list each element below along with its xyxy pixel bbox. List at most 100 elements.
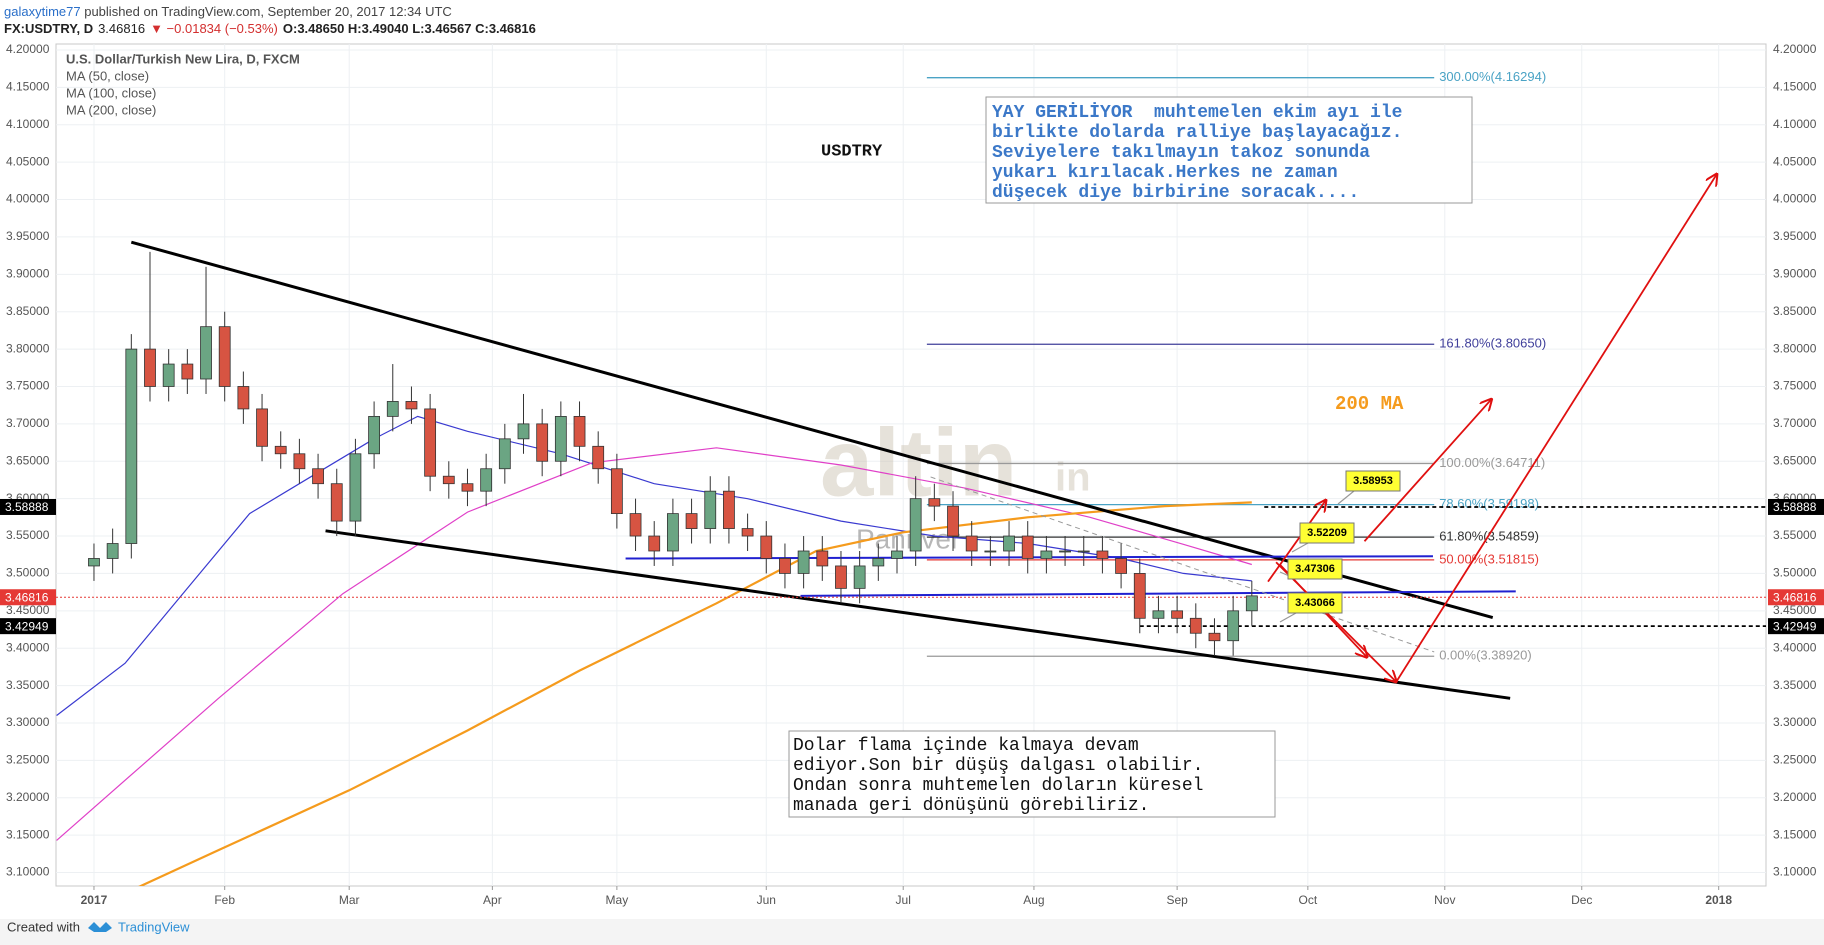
legend-entry: MA (50, close) [66, 68, 149, 83]
y-tick-label: 4.05000 [6, 154, 50, 168]
note-box [985, 96, 1473, 204]
header-line-2: FX:USDTRY, D 3.46816 ▼ −0.01834 (−0.53%) O:… [4, 21, 536, 36]
price-tag-label: 3.58888 [1773, 500, 1817, 514]
candle-body [965, 535, 978, 552]
callout-pointer [1279, 612, 1297, 623]
x-tick-label: Sep [1166, 893, 1188, 907]
header-line-1: galaxytime77 published on TradingView.co… [4, 4, 452, 19]
note-line: manada geri dönüşünü görebiliriz. [793, 796, 1149, 816]
x-tick-label: May [606, 893, 629, 907]
candle-body [1021, 535, 1034, 559]
candle-body [629, 513, 642, 537]
callout-box [1287, 558, 1343, 580]
candle-body [1040, 550, 1053, 559]
y-tick-label-right: 3.30000 [1773, 715, 1817, 729]
candle-body [666, 513, 679, 552]
x-tick-label: Oct [1299, 893, 1318, 907]
y-tick-label-right: 3.80000 [1773, 341, 1817, 355]
callout-label: 3.58953 [1353, 475, 1393, 487]
candle-body [1245, 595, 1258, 612]
candle-body [648, 535, 661, 552]
y-tick-label: 3.30000 [6, 715, 50, 729]
candle-body [181, 363, 194, 380]
y-tick-label-right: 3.15000 [1773, 827, 1817, 841]
legend-entry: MA (200, close) [66, 102, 156, 117]
trend-line [930, 476, 1435, 653]
price-tag [0, 589, 56, 606]
candle-body [1096, 550, 1109, 559]
y-tick-label: 3.45000 [6, 603, 50, 617]
y-tick-label-right: 4.00000 [1773, 192, 1817, 206]
y-tick-label-right: 3.90000 [1773, 266, 1817, 280]
y-tick-label: 3.80000 [6, 341, 50, 355]
footer-bar [0, 919, 1824, 945]
candle-body [1227, 610, 1240, 642]
author[interactable]: galaxytime77 [4, 4, 81, 19]
candle-body [741, 528, 754, 537]
trend-line [800, 590, 1516, 597]
arrow [1275, 561, 1396, 682]
callout-label: 3.52209 [1307, 527, 1347, 539]
candle-body [536, 423, 549, 462]
candle-body [218, 326, 231, 387]
candle-body [256, 408, 268, 447]
candle-body [106, 543, 119, 559]
candle-body [461, 483, 474, 492]
x-tick-label: Feb [214, 893, 235, 907]
price-tag-label: 3.58888 [5, 500, 49, 514]
candle-body [816, 550, 829, 567]
candle-body [517, 423, 530, 440]
candle-body [498, 438, 511, 470]
candle-body [554, 415, 567, 462]
footer-brand[interactable]: TradingView [118, 919, 190, 934]
candle-body [928, 498, 941, 507]
watermark: in [1055, 456, 1091, 500]
y-tick-label-right: 3.45000 [1773, 603, 1817, 617]
y-tick-label-right: 3.65000 [1773, 453, 1817, 467]
y-tick-label-right: 3.55000 [1773, 528, 1817, 542]
arrow [1363, 399, 1491, 542]
fib-label: 100.00%(3.64711) [1439, 455, 1545, 470]
note-box [788, 730, 1276, 818]
candle-body [162, 363, 175, 387]
y-tick-label: 3.70000 [6, 416, 50, 430]
trend-line [325, 529, 1511, 700]
candle-body [480, 468, 493, 492]
candle-body [1003, 535, 1015, 552]
x-tick-label: Dec [1571, 893, 1592, 907]
candle-body [909, 498, 922, 552]
y-tick-label-right: 4.20000 [1773, 42, 1817, 56]
candle-body [760, 535, 773, 559]
price-tag [1768, 589, 1824, 606]
y-tick-label-right: 3.50000 [1773, 566, 1817, 580]
x-tick-label: 2017 [81, 893, 108, 907]
candle-body [779, 558, 791, 574]
candle-body [592, 445, 605, 470]
y-tick-label-right: 3.10000 [1773, 865, 1817, 879]
callout-box [1287, 592, 1343, 614]
last-price: 3.46816 [98, 21, 145, 36]
candle-body [685, 513, 698, 529]
callout-pointer [1291, 542, 1309, 553]
candle-body [1133, 573, 1146, 619]
y-tick-label: 3.95000 [6, 229, 50, 243]
price-tag [1768, 498, 1824, 515]
y-tick-label: 4.15000 [6, 80, 50, 94]
price-tag-label: 3.46816 [5, 590, 49, 604]
candle-body [237, 386, 250, 410]
chart-title: U.S. Dollar/Turkish New Lira, D, FXCM [66, 51, 300, 66]
candle-body [723, 490, 735, 529]
candle-body [200, 326, 212, 380]
candle-body [1059, 550, 1071, 553]
candle-body [1171, 610, 1184, 619]
note-line: Dolar flama içinde kalmaya devam [793, 736, 1139, 756]
ma-line [138, 501, 1252, 886]
x-tick-label: Apr [483, 893, 502, 907]
y-tick-label: 4.00000 [6, 192, 50, 206]
y-tick-label-right: 4.10000 [1773, 117, 1817, 131]
fib-label: 78.60%(3.59198) [1439, 496, 1539, 511]
candle-body [293, 453, 306, 470]
y-tick-label: 3.15000 [6, 827, 50, 841]
y-tick-label: 3.35000 [6, 678, 50, 692]
